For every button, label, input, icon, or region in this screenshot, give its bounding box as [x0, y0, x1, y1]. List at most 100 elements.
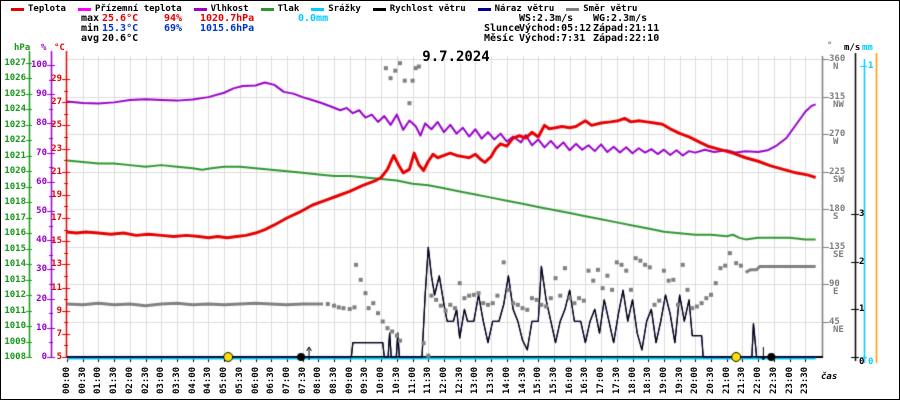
pressure-tick-label: 1012	[4, 290, 26, 301]
stat-min-label: min	[81, 23, 100, 34]
stat-rain-total: 0.0mm	[298, 13, 329, 24]
pressure-tick-label: 1009	[4, 336, 26, 347]
wind-tick-label: 0	[859, 357, 865, 367]
time-tick-label: 00:00	[62, 366, 72, 394]
direction-cardinal-label: N	[833, 62, 839, 72]
time-tick-label: 01:30	[109, 366, 120, 394]
pressure-tick-label: 1027	[4, 57, 26, 68]
temperature-tick-label: 7	[56, 328, 62, 339]
pressure-tick-label: 1020	[4, 166, 26, 177]
pressure-tick-label: 1021	[4, 150, 26, 161]
time-tick-label: 02:00	[124, 366, 135, 394]
direction-cardinal-label: E	[833, 287, 839, 297]
time-tick-label: 00:30	[77, 366, 88, 394]
legend-marker	[77, 7, 91, 11]
chart-legend: Teplota Přízemní teplota Vlhkost Tlak Srážky…	[11, 4, 649, 14]
stat-moonrise: Východ:7:31	[519, 33, 586, 44]
time-tick-label: 08:00	[313, 366, 324, 394]
time-tick-label: 22:30	[768, 366, 779, 394]
humidity-tick-label: 50	[36, 206, 47, 216]
legend-item: Náraz větru	[477, 4, 555, 14]
stat-min-temp: 15.3°C	[102, 23, 139, 34]
temperature-tick-label: 11	[51, 282, 62, 293]
stat-max-pressure: 1020.7hPa	[200, 13, 255, 24]
temperature-tick-label: 23	[51, 143, 62, 154]
temperature-tick-label: 13	[51, 259, 62, 270]
rain-tick-label: 1	[868, 61, 874, 71]
time-tick-label: 20:00	[690, 366, 701, 394]
pressure-tick-label: 1024	[4, 104, 26, 115]
pressure-tick-label: 1014	[4, 259, 26, 270]
time-tick-label: 17:00	[596, 366, 607, 394]
time-tick-label: 21:00	[721, 366, 732, 394]
wind-tick-label: 2	[859, 256, 865, 267]
pressure-tick-label: 1019	[4, 181, 26, 192]
time-tick-label: 18:30	[643, 366, 654, 394]
humidity-tick-label: 90	[36, 89, 47, 100]
legend-marker	[477, 7, 491, 11]
pressure-tick-label: 1015	[4, 243, 26, 254]
pressure-tick-label: 1022	[4, 135, 26, 146]
direction-cardinal-label: SE	[833, 249, 844, 260]
time-tick-label: 03:30	[171, 366, 182, 394]
time-tick-label: 07:30	[297, 366, 308, 394]
rain-tick-label: 0	[868, 357, 874, 367]
temperature-tick-label: 15	[51, 236, 62, 247]
legend-marker	[311, 7, 325, 11]
temperature-tick-label: 27	[51, 97, 62, 108]
direction-cardinal-label: S	[833, 212, 839, 222]
time-tick-label: 04:00	[187, 366, 198, 394]
direction-tick-label: 135	[829, 241, 846, 252]
pressure-tick-label: 1025	[4, 88, 26, 99]
humidity-tick-label: 30	[36, 264, 47, 275]
legend-label: Náraz větru	[494, 4, 555, 14]
time-tick-label: 10:30	[391, 366, 402, 394]
time-tick-label: 05:30	[234, 366, 245, 394]
direction-tick-label: 180	[829, 204, 846, 214]
legend-label: Srážky	[328, 4, 361, 14]
stat-min-pressure: 1015.6hPa	[200, 23, 255, 34]
temperature-tick-label: 17	[51, 213, 62, 223]
temperature-tick-label: 19	[51, 189, 62, 200]
time-tick-label: 19:00	[658, 366, 669, 394]
time-tick-label: 02:30	[140, 366, 151, 394]
wind-tick-label: 3	[859, 208, 865, 219]
legend-label: Teplota	[28, 4, 66, 14]
time-tick-label: 16:00	[564, 366, 575, 394]
pressure-tick-label: 1008	[4, 352, 26, 362]
legend-item: Přízemní teplota	[77, 4, 182, 14]
legend-label: Přízemní teplota	[94, 4, 182, 14]
legend-item: Směr větru	[566, 4, 637, 14]
time-tick-label: 06:00	[250, 366, 261, 394]
direction-tick-label: 90	[829, 279, 840, 289]
stat-moonset: Západ:22:10	[593, 33, 660, 44]
axis-unit-rain: mm	[862, 43, 873, 53]
pressure-tick-label: 1016	[4, 228, 26, 239]
stat-avg-label: avg	[81, 33, 100, 44]
time-tick-label: 11:30	[423, 366, 434, 394]
time-tick-label: 12:00	[439, 366, 449, 394]
temperature-tick-label: 21	[51, 166, 62, 177]
time-tick-label: 17:30	[611, 366, 622, 394]
time-tick-label: 14:00	[501, 366, 512, 394]
legend-label: Směr větru	[583, 4, 638, 14]
stat-moon-label: Měsíc	[484, 33, 515, 44]
humidity-tick-label: 20	[36, 293, 47, 304]
direction-cardinal-label: W	[833, 137, 839, 147]
direction-tick-label: 45	[829, 316, 840, 327]
time-tick-label: 20:30	[706, 366, 717, 394]
legend-label: Tlak	[277, 4, 300, 14]
time-tick-label: 19:30	[674, 366, 685, 394]
time-tick-label: 11:00	[407, 366, 418, 394]
time-tick-label: 09:30	[360, 366, 371, 394]
pressure-tick-label: 1018	[4, 197, 26, 208]
legend-marker	[372, 7, 386, 11]
legend-marker	[260, 7, 274, 11]
time-tick-label: 04:30	[203, 366, 214, 394]
direction-tick-label: 315	[829, 91, 846, 102]
time-tick-label: 09:00	[344, 366, 355, 394]
stat-sunset: Západ:21:11	[593, 23, 660, 34]
stat-max-humidity: 94%	[164, 13, 183, 24]
time-tick-label: 18:00	[627, 366, 638, 394]
pressure-tick-label: 1023	[4, 119, 26, 130]
